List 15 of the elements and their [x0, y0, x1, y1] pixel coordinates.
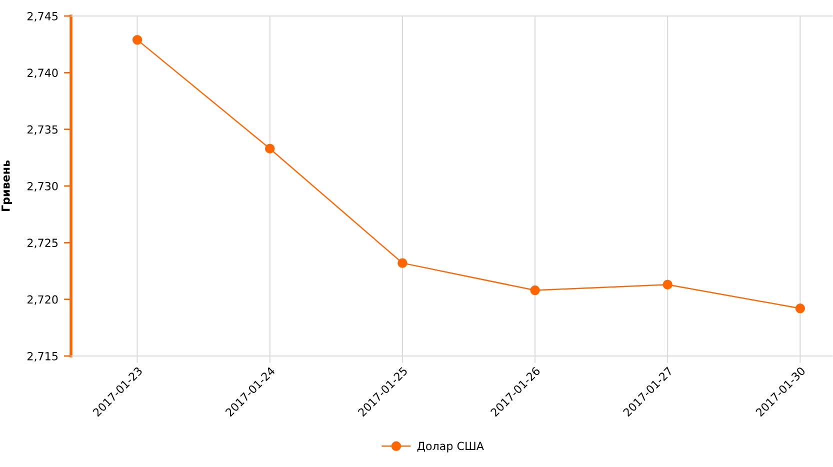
y-tick-label: 2,730	[28, 182, 58, 192]
point	[265, 144, 275, 154]
point	[662, 280, 672, 290]
y-tick-label: 2,745	[28, 12, 58, 22]
y-tick-label: 2,735	[28, 125, 58, 135]
point	[132, 34, 142, 45]
y-tick-label: 2,715	[28, 352, 58, 362]
y-axis-title: Гривень	[2, 160, 12, 212]
point	[398, 258, 408, 268]
y-tick-label: 2,720	[28, 295, 58, 305]
legend-label: Долар США	[417, 442, 484, 452]
y-tick-label: 2,725	[28, 238, 58, 248]
point	[795, 304, 806, 314]
point	[530, 285, 540, 296]
y-tick-label: 2,740	[28, 68, 58, 78]
